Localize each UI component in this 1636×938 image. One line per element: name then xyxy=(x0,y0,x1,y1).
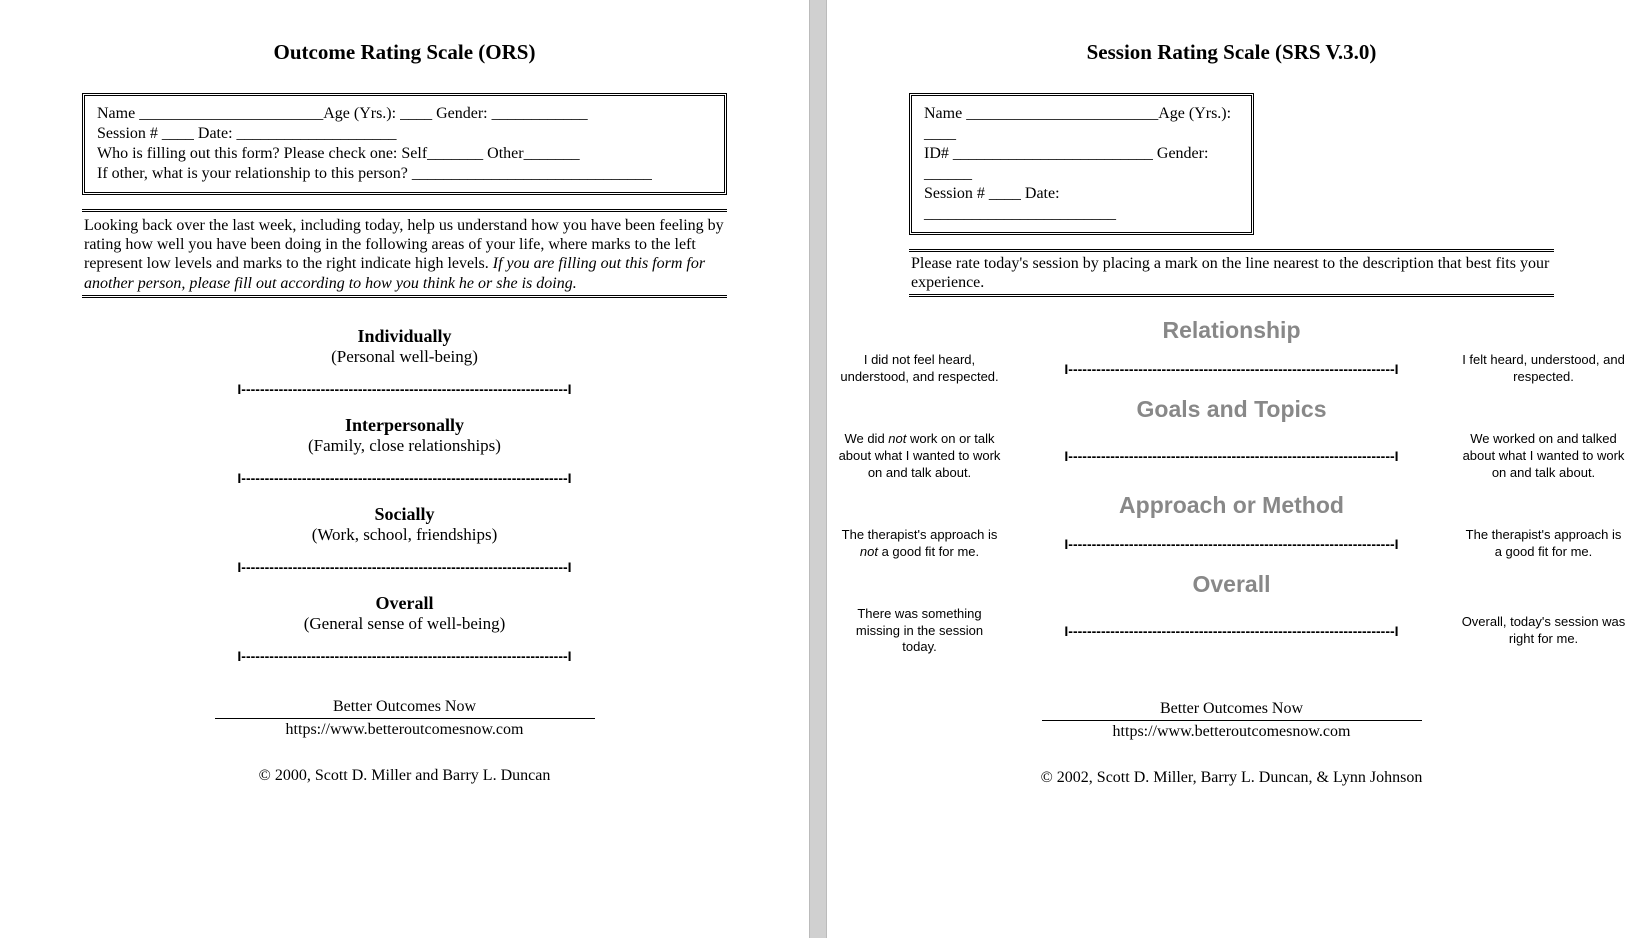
srs-right-anchor: The therapist's approach is a good fit f… xyxy=(1461,527,1626,561)
srs-right-anchor: We worked on and talked about what I wan… xyxy=(1461,431,1626,482)
srs-anchor-em: not xyxy=(860,544,878,559)
srs-left-anchor: I did not feel heard, understood, and re… xyxy=(837,352,1002,386)
ors-footer-org: Better Outcomes Now xyxy=(82,698,727,716)
srs-scale-line: I---------------------------------------… xyxy=(1016,623,1447,639)
srs-section-overall: Overall There was something missing in t… xyxy=(909,571,1554,657)
srs-row: There was something missing in the sessi… xyxy=(827,606,1636,657)
ors-scale-line: I---------------------------------------… xyxy=(82,381,727,397)
srs-row: We did not work on or talk about what I … xyxy=(827,431,1636,482)
srs-row: I did not feel heard, understood, and re… xyxy=(827,352,1636,386)
ors-header-line-who: Who is filling out this form? Please che… xyxy=(97,144,712,164)
ors-item-title: Individually xyxy=(82,326,727,347)
ors-scale-line: I---------------------------------------… xyxy=(82,559,727,575)
srs-anchor-em: not xyxy=(888,431,906,446)
srs-header-line-session-date: Session # ____ Date: ___________________… xyxy=(924,184,1239,224)
ors-copyright: © 2000, Scott D. Miller and Barry L. Dun… xyxy=(82,767,727,785)
srs-header-line-name-age: Name ________________________Age (Yrs.):… xyxy=(924,104,1239,144)
ors-item-title: Interpersonally xyxy=(82,415,727,436)
srs-heading: Overall xyxy=(909,571,1554,598)
srs-page: Session Rating Scale (SRS V.3.0) Name __… xyxy=(827,0,1636,938)
srs-scale-line: I---------------------------------------… xyxy=(1016,361,1447,377)
ors-item-title: Overall xyxy=(82,593,727,614)
srs-heading: Approach or Method xyxy=(909,492,1554,519)
ors-item-sub: (Family, close relationships) xyxy=(82,436,727,456)
srs-header-box: Name ________________________Age (Yrs.):… xyxy=(909,93,1254,235)
srs-left-anchor: The therapist's approach is not a good f… xyxy=(837,527,1002,561)
srs-scale-line: I---------------------------------------… xyxy=(1016,448,1447,464)
srs-section-goals: Goals and Topics We did not work on or t… xyxy=(909,396,1554,482)
srs-footer-divider xyxy=(1042,720,1422,721)
srs-instructions: Please rate today's session by placing a… xyxy=(909,249,1554,297)
srs-left-anchor: There was something missing in the sessi… xyxy=(837,606,1002,657)
ors-title: Outcome Rating Scale (ORS) xyxy=(82,40,727,65)
ors-item-sub: (Work, school, friendships) xyxy=(82,525,727,545)
ors-item-sub: (General sense of well-being) xyxy=(82,614,727,634)
ors-footer: Better Outcomes Now https://www.betterou… xyxy=(82,698,727,739)
ors-instructions: Looking back over the last week, includi… xyxy=(82,209,727,298)
srs-copyright: © 2002, Scott D. Miller, Barry L. Duncan… xyxy=(909,769,1554,787)
ors-header-line-session-date: Session # ____ Date: ___________________… xyxy=(97,124,712,144)
ors-page: Outcome Rating Scale (ORS) Name ________… xyxy=(0,0,809,938)
srs-right-anchor: Overall, today's session was right for m… xyxy=(1461,614,1626,648)
ors-item-title: Socially xyxy=(82,504,727,525)
srs-left-anchor: We did not work on or talk about what I … xyxy=(837,431,1002,482)
srs-section-relationship: Relationship I did not feel heard, under… xyxy=(909,317,1554,386)
srs-title: Session Rating Scale (SRS V.3.0) xyxy=(909,40,1554,65)
srs-section-approach: Approach or Method The therapist's appro… xyxy=(909,492,1554,561)
srs-row: The therapist's approach is not a good f… xyxy=(827,527,1636,561)
ors-items-list: Individually (Personal well-being) I----… xyxy=(82,326,727,664)
ors-item-individually: Individually (Personal well-being) I----… xyxy=(82,326,727,397)
srs-right-anchor: I felt heard, understood, and respected. xyxy=(1461,352,1626,386)
srs-footer: Better Outcomes Now https://www.betterou… xyxy=(909,700,1554,741)
srs-scale-line: I---------------------------------------… xyxy=(1016,536,1447,552)
srs-footer-org: Better Outcomes Now xyxy=(909,700,1554,718)
ors-header-box: Name _______________________Age (Yrs.): … xyxy=(82,93,727,195)
srs-anchor-part: a good fit for me. xyxy=(878,544,979,559)
srs-heading: Relationship xyxy=(909,317,1554,344)
ors-footer-url: https://www.betteroutcomesnow.com xyxy=(82,721,727,739)
srs-anchor-part: We did xyxy=(844,431,888,446)
ors-scale-line: I---------------------------------------… xyxy=(82,470,727,486)
srs-header-line-id-gender: ID# _________________________ Gender: __… xyxy=(924,144,1239,184)
ors-item-sub: (Personal well-being) xyxy=(82,347,727,367)
srs-instruction-text: Please rate today's session by placing a… xyxy=(911,255,1549,291)
ors-header-line-name-age-gender: Name _______________________Age (Yrs.): … xyxy=(97,104,712,124)
srs-heading: Goals and Topics xyxy=(909,396,1554,423)
ors-header-line-relationship: If other, what is your relationship to t… xyxy=(97,164,712,184)
srs-footer-url: https://www.betteroutcomesnow.com xyxy=(909,723,1554,741)
ors-item-socially: Socially (Work, school, friendships) I--… xyxy=(82,504,727,575)
ors-scale-line: I---------------------------------------… xyxy=(82,648,727,664)
ors-item-overall: Overall (General sense of well-being) I-… xyxy=(82,593,727,664)
page-divider xyxy=(809,0,827,938)
ors-item-interpersonally: Interpersonally (Family, close relations… xyxy=(82,415,727,486)
srs-anchor-part: The therapist's approach is xyxy=(842,527,998,542)
ors-footer-divider xyxy=(215,718,595,719)
